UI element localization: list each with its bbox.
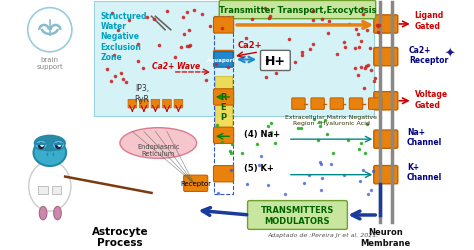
Ellipse shape <box>54 206 61 220</box>
Bar <box>214 17 233 194</box>
FancyBboxPatch shape <box>214 52 233 68</box>
Text: K+
Channel: K+ Channel <box>407 162 442 182</box>
Bar <box>94 2 374 117</box>
Text: Transmitter Transport,Exocytosis: Transmitter Transport,Exocytosis <box>219 6 376 15</box>
Text: Na+
Channel: Na+ Channel <box>407 127 442 146</box>
Circle shape <box>57 144 61 147</box>
Ellipse shape <box>34 140 66 166</box>
FancyBboxPatch shape <box>374 130 398 149</box>
Text: Neuron
Membrane: Neuron Membrane <box>361 228 411 247</box>
Text: Astrocyte
Process: Astrocyte Process <box>91 226 148 247</box>
Bar <box>38 186 48 194</box>
Text: Structured
Water
Negative
Exclusion
Zone: Structured Water Negative Exclusion Zone <box>100 12 147 62</box>
Ellipse shape <box>29 162 71 211</box>
Text: (5) K+: (5) K+ <box>244 163 273 172</box>
Text: (4) Na+: (4) Na+ <box>244 130 280 139</box>
FancyBboxPatch shape <box>213 166 234 182</box>
FancyBboxPatch shape <box>374 16 398 34</box>
Text: R
E
P: R E P <box>220 92 227 122</box>
FancyBboxPatch shape <box>349 98 363 110</box>
Ellipse shape <box>55 143 62 150</box>
FancyBboxPatch shape <box>174 100 183 108</box>
FancyBboxPatch shape <box>374 166 398 184</box>
FancyBboxPatch shape <box>215 76 232 139</box>
Text: brain
support: brain support <box>36 56 63 69</box>
FancyBboxPatch shape <box>213 51 234 68</box>
Text: IP3,
RyR: IP3, RyR <box>135 84 149 103</box>
Ellipse shape <box>39 206 47 220</box>
Text: Ca2+: Ca2+ <box>237 41 262 50</box>
Ellipse shape <box>38 143 45 150</box>
Text: Extracellular Matrix Negative
Region - Hyaluronic Acid: Extracellular Matrix Negative Region - H… <box>285 115 377 126</box>
FancyBboxPatch shape <box>374 92 398 110</box>
FancyBboxPatch shape <box>151 100 160 108</box>
Text: Receptor: Receptor <box>180 180 211 186</box>
FancyBboxPatch shape <box>213 18 234 34</box>
Text: H+: H+ <box>265 55 286 68</box>
FancyBboxPatch shape <box>261 51 290 71</box>
Text: ✦: ✦ <box>445 47 456 60</box>
Text: Voltage
Gated: Voltage Gated <box>415 90 448 109</box>
FancyBboxPatch shape <box>128 100 137 108</box>
Circle shape <box>40 144 44 147</box>
Ellipse shape <box>120 128 197 159</box>
Text: Aquaporin: Aquaporin <box>208 58 240 63</box>
Text: Endoplasmic
Reticulum: Endoplasmic Reticulum <box>137 144 180 156</box>
FancyBboxPatch shape <box>330 98 344 110</box>
Bar <box>52 186 61 194</box>
FancyBboxPatch shape <box>311 98 324 110</box>
FancyBboxPatch shape <box>247 201 347 230</box>
FancyBboxPatch shape <box>219 2 376 20</box>
Text: Ligand
Gated: Ligand Gated <box>415 11 444 31</box>
Ellipse shape <box>35 140 47 150</box>
Text: TRANSMITTERS
MODULATORS: TRANSMITTERS MODULATORS <box>261 206 334 225</box>
Circle shape <box>27 8 72 52</box>
Text: Ca2+
Receptor: Ca2+ Receptor <box>409 46 448 65</box>
FancyBboxPatch shape <box>213 128 234 144</box>
FancyBboxPatch shape <box>139 100 148 108</box>
Text: Ca2+ Wave: Ca2+ Wave <box>152 62 200 71</box>
Ellipse shape <box>52 140 64 150</box>
FancyBboxPatch shape <box>292 98 305 110</box>
FancyBboxPatch shape <box>213 90 234 106</box>
FancyBboxPatch shape <box>368 98 382 110</box>
FancyBboxPatch shape <box>184 176 208 192</box>
FancyBboxPatch shape <box>163 100 171 108</box>
Text: Adaptado de :Pereira Jr et al. 2021.: Adaptado de :Pereira Jr et al. 2021. <box>268 232 379 237</box>
Ellipse shape <box>35 136 65 151</box>
FancyBboxPatch shape <box>374 48 398 66</box>
